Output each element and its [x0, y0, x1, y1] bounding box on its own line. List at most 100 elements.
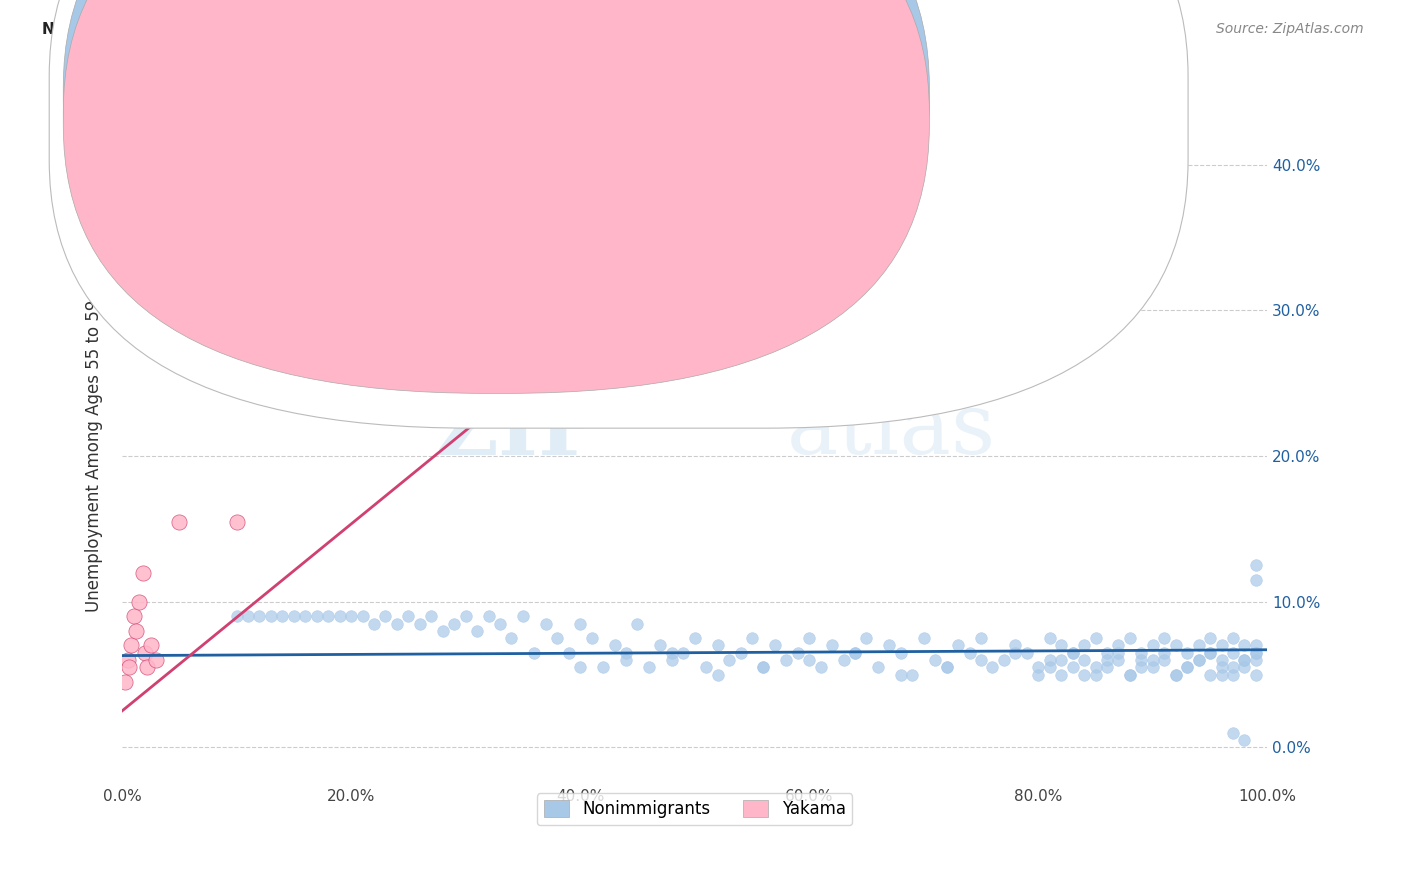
Point [1199, 631, 1222, 645]
Point [1199, 667, 1222, 681]
Point [1244, 653, 1267, 667]
Point [1142, 653, 1164, 667]
Point [409, 616, 432, 631]
Point [523, 646, 546, 660]
Point [1026, 667, 1049, 681]
Legend: Nonimmigrants, Yakama: Nonimmigrants, Yakama [537, 793, 852, 825]
Point [396, 609, 419, 624]
Point [1084, 631, 1107, 645]
Point [454, 609, 477, 624]
Point [614, 646, 637, 660]
Point [1153, 646, 1175, 660]
Point [1095, 653, 1118, 667]
Point [581, 631, 603, 645]
Point [1199, 646, 1222, 660]
Point [1244, 667, 1267, 681]
Point [959, 646, 981, 660]
Point [1175, 660, 1198, 674]
Point [1026, 660, 1049, 674]
Point [477, 609, 499, 624]
Point [752, 660, 775, 674]
Point [225, 515, 247, 529]
Point [1050, 667, 1073, 681]
Point [1073, 653, 1095, 667]
Point [775, 653, 797, 667]
Point [935, 660, 957, 674]
Point [134, 646, 156, 660]
Point [614, 653, 637, 667]
Point [128, 595, 150, 609]
Point [169, 515, 191, 529]
Point [432, 624, 454, 638]
Point [661, 646, 683, 660]
Point [1130, 653, 1153, 667]
Point [1062, 646, 1084, 660]
Point [912, 631, 935, 645]
Point [855, 631, 877, 645]
Point [924, 653, 946, 667]
Point [1015, 646, 1038, 660]
Point [236, 609, 259, 624]
Point [1119, 631, 1142, 645]
Text: R =: R = [517, 85, 554, 103]
Point [832, 653, 855, 667]
Point [1050, 639, 1073, 653]
Point [512, 609, 534, 624]
Text: atlas: atlas [786, 389, 995, 472]
Text: 17: 17 [637, 110, 666, 128]
Point [866, 660, 889, 674]
Point [650, 639, 672, 653]
Point [890, 667, 912, 681]
Point [638, 660, 661, 674]
Point [122, 609, 145, 624]
Point [1039, 631, 1062, 645]
Point [718, 653, 741, 667]
Point [799, 653, 821, 667]
Point [1095, 660, 1118, 674]
Point [374, 609, 396, 624]
Point [1119, 667, 1142, 681]
Point [810, 660, 832, 674]
Point [752, 660, 775, 674]
Point [139, 639, 162, 653]
Point [741, 631, 763, 645]
Point [363, 616, 385, 631]
Point [946, 639, 969, 653]
Point [890, 646, 912, 660]
Point [249, 609, 271, 624]
Point [1175, 646, 1198, 660]
Point [1039, 660, 1062, 674]
Point [1039, 653, 1062, 667]
Point [180, 303, 202, 318]
Point [695, 660, 717, 674]
Point [465, 624, 488, 638]
Point [1222, 631, 1244, 645]
Point [1188, 653, 1211, 667]
Point [340, 609, 363, 624]
Point [1244, 646, 1267, 660]
Point [683, 631, 706, 645]
Point [1222, 725, 1244, 739]
Point [1233, 639, 1256, 653]
Point [1004, 646, 1026, 660]
Point [1211, 660, 1233, 674]
Point [501, 631, 523, 645]
Point [821, 639, 844, 653]
Point [1164, 667, 1187, 681]
Point [305, 609, 328, 624]
Point [879, 639, 901, 653]
Point [1233, 653, 1256, 667]
Point [420, 609, 443, 624]
Point [1073, 639, 1095, 653]
Point [844, 646, 866, 660]
Text: R =: R = [517, 110, 554, 128]
Point [1084, 660, 1107, 674]
Point [1175, 660, 1198, 674]
Point [970, 631, 993, 645]
Point [191, 310, 214, 325]
Point [1062, 660, 1084, 674]
Point [1164, 639, 1187, 653]
Point [1233, 733, 1256, 747]
Point [443, 616, 465, 631]
Point [981, 660, 1004, 674]
